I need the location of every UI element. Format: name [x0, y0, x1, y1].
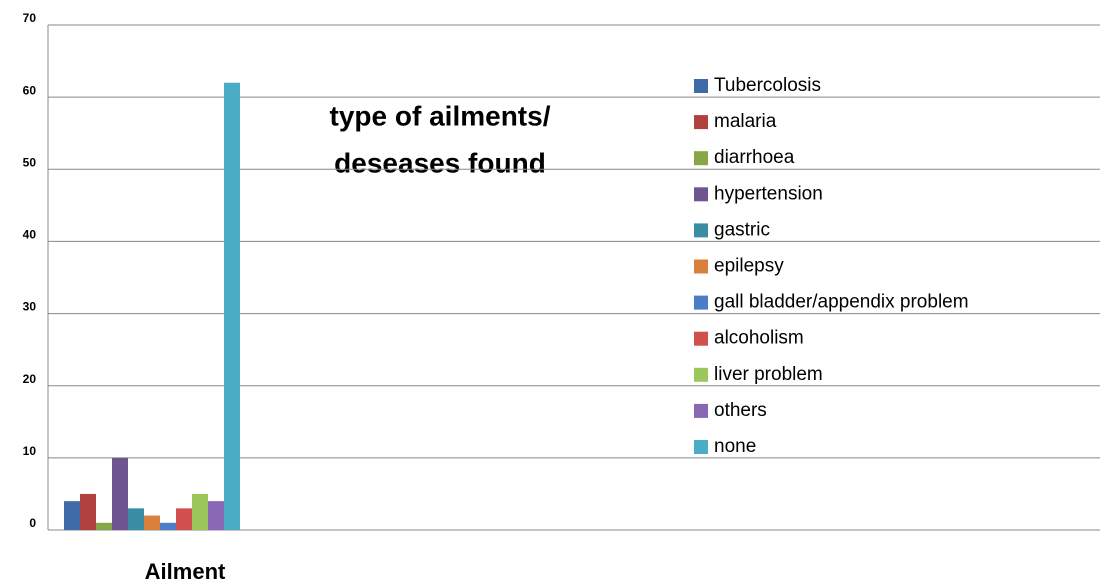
y-tick-label: 50	[23, 155, 37, 169]
legend-swatch	[694, 440, 708, 454]
bar	[96, 522, 112, 530]
legend-swatch	[694, 295, 708, 310]
legend-label: others	[714, 400, 767, 421]
legend-swatch	[694, 187, 708, 202]
legend-label: epilepsy	[714, 256, 784, 277]
y-tick-label: 10	[23, 444, 37, 458]
y-tick-label: 20	[23, 372, 37, 386]
chart-title: type of ailments/	[330, 100, 551, 131]
legend-label: gastric	[714, 219, 770, 240]
y-tick-label: 40	[23, 228, 37, 242]
legend-swatch	[694, 223, 708, 238]
legend-label: none	[714, 436, 756, 457]
legend-swatch	[694, 151, 708, 166]
legend-swatch	[694, 367, 708, 382]
bar	[64, 501, 80, 530]
legend-label: malaria	[714, 111, 777, 132]
legend-swatch	[694, 403, 708, 418]
legend-label: alcoholism	[714, 328, 804, 349]
legend-swatch	[694, 331, 708, 346]
legend-label: Tubercolosis	[714, 75, 821, 96]
y-tick-label: 60	[23, 83, 37, 97]
bar	[112, 457, 128, 530]
bar	[192, 493, 208, 530]
legend-swatch	[694, 79, 708, 93]
legend-label: gall bladder/appendix problem	[714, 292, 969, 313]
bar	[80, 493, 96, 530]
chart-title: deseases found	[334, 147, 546, 178]
bar	[160, 522, 176, 530]
legend-swatch	[694, 259, 708, 274]
legend-label: liver problem	[714, 364, 823, 385]
y-tick-label: 30	[23, 300, 37, 314]
x-tick-label: Ailment	[145, 559, 226, 584]
legend-swatch	[694, 115, 708, 130]
bar	[144, 515, 160, 530]
bar	[208, 501, 224, 530]
legend-label: diarrhoea	[714, 147, 795, 168]
y-tick-label: 0	[29, 516, 36, 530]
legend-label: hypertension	[714, 183, 823, 204]
bar	[224, 82, 240, 530]
y-tick-label: 70	[23, 11, 37, 25]
bar	[128, 508, 144, 530]
bar	[176, 508, 192, 530]
